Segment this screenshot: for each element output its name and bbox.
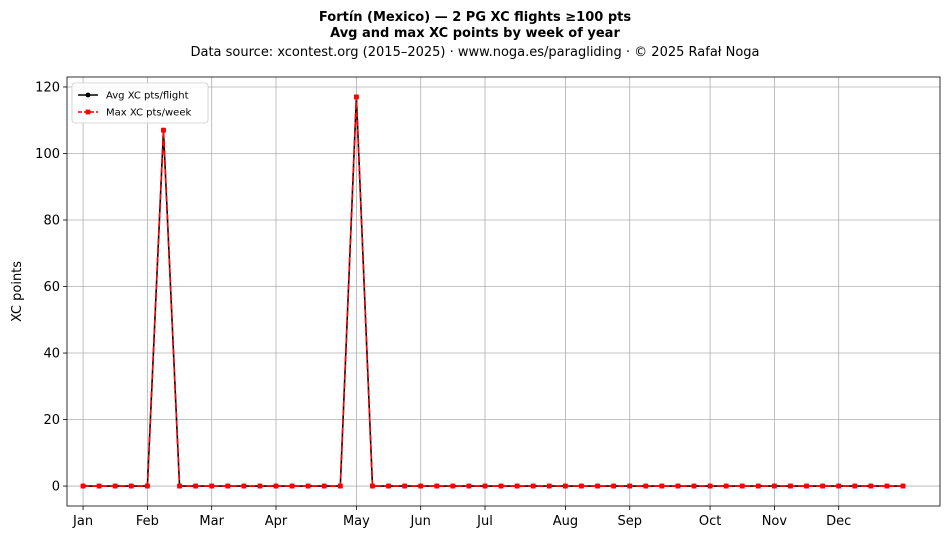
chart-title: Fortín (Mexico) — 2 PG XC flights ≥100 p… xyxy=(319,10,631,25)
series-2-point xyxy=(820,483,826,489)
series-2-point xyxy=(659,483,665,489)
series-2-point xyxy=(257,483,263,489)
x-tick-label: Sep xyxy=(617,514,642,529)
x-tick-label: Apr xyxy=(265,514,288,529)
y-tick-label: 80 xyxy=(43,214,60,229)
series-2-point xyxy=(900,483,906,489)
series-2-point xyxy=(804,483,809,489)
series-2-point xyxy=(289,483,295,489)
series-2-point xyxy=(562,483,568,489)
series-2-point xyxy=(514,483,520,489)
series-2-point xyxy=(144,483,150,489)
series-2-point xyxy=(225,483,231,489)
series-2-point xyxy=(466,483,472,489)
series-2-point xyxy=(353,94,359,100)
series-2-point xyxy=(161,127,166,133)
y-tick-label: 120 xyxy=(35,80,60,95)
y-tick-label: 40 xyxy=(43,347,60,362)
series-line-1 xyxy=(83,96,904,487)
legend-entry-1: Avg XC pts/flight xyxy=(106,91,189,102)
series-2-point xyxy=(579,483,584,489)
series-2-point xyxy=(418,483,424,489)
series-2-point xyxy=(836,483,842,489)
x-tick-label: Aug xyxy=(553,514,578,529)
series-2-point xyxy=(241,483,247,489)
series-2-point xyxy=(128,483,134,489)
series-2-point xyxy=(852,483,858,489)
y-axis-label: XC points xyxy=(10,261,25,322)
series-2-point xyxy=(868,483,874,489)
series-2-point xyxy=(337,483,343,489)
series-2-point xyxy=(80,483,86,489)
y-tick-label: 60 xyxy=(43,280,60,295)
series-2-point xyxy=(611,483,617,489)
series-2-point xyxy=(96,483,102,489)
legend-box xyxy=(71,82,209,124)
series-2-point xyxy=(386,483,391,489)
series-2-point xyxy=(434,483,440,489)
series-2-point xyxy=(675,483,681,489)
x-tick-label: Mar xyxy=(199,514,224,529)
x-tick-label: Nov xyxy=(762,514,788,529)
series-2-point xyxy=(273,483,279,489)
series-2-point xyxy=(691,483,697,489)
series-2-point xyxy=(788,483,793,489)
y-tick-label: 100 xyxy=(35,147,60,162)
legend-marker-1 xyxy=(85,92,91,98)
x-tick-label: Jul xyxy=(476,514,493,529)
chart-subtitle: Avg and max XC points by week of year xyxy=(330,26,620,41)
series-2-point xyxy=(772,483,777,489)
series-2-point xyxy=(321,483,327,489)
grid-lines xyxy=(67,77,940,506)
series-line-2 xyxy=(83,96,904,487)
series-2-point xyxy=(112,483,118,489)
series-2-point xyxy=(723,483,729,489)
x-tick-label: Jun xyxy=(410,514,431,529)
series-2-point xyxy=(546,483,552,489)
series-2-point xyxy=(627,483,633,489)
axes: Jan Feb Mar Apr May Jun Jul Aug Sep Oct Nov Dec 0 20 4… xyxy=(35,80,851,529)
series-2-point xyxy=(755,483,761,489)
series-2-point xyxy=(595,483,600,489)
x-tick-label: May xyxy=(343,514,370,529)
series-2-point xyxy=(530,483,536,489)
series-2-point xyxy=(177,483,182,489)
x-tick-label: Jan xyxy=(72,514,93,529)
series-2-point xyxy=(370,483,375,489)
plot-frame xyxy=(66,76,941,507)
series-2-point xyxy=(402,483,408,489)
legend-marker-2 xyxy=(85,109,91,115)
series-2-point xyxy=(884,483,890,489)
x-tick-label: Oct xyxy=(699,514,721,529)
chart-source: Data source: xcontest.org (2015–2025) · … xyxy=(190,45,759,60)
x-tick-label: Dec xyxy=(826,514,851,529)
y-tick-label: 0 xyxy=(52,480,60,495)
series-2-point xyxy=(498,483,504,489)
legend: Avg XC pts/flight Max XC pts/week xyxy=(71,82,209,124)
series-2-point xyxy=(450,483,456,489)
series-2-point xyxy=(305,483,311,489)
series-2-point xyxy=(482,483,488,489)
series-2-point xyxy=(707,483,713,489)
series-layer xyxy=(80,94,906,489)
series-2-point xyxy=(193,483,199,489)
y-tick-label: 20 xyxy=(43,413,60,428)
legend-entry-2: Max XC pts/week xyxy=(106,108,191,119)
x-tick-label: Feb xyxy=(136,514,159,529)
series-2-point xyxy=(643,483,649,489)
series-2-point xyxy=(739,483,745,489)
series-2-point xyxy=(209,483,215,489)
